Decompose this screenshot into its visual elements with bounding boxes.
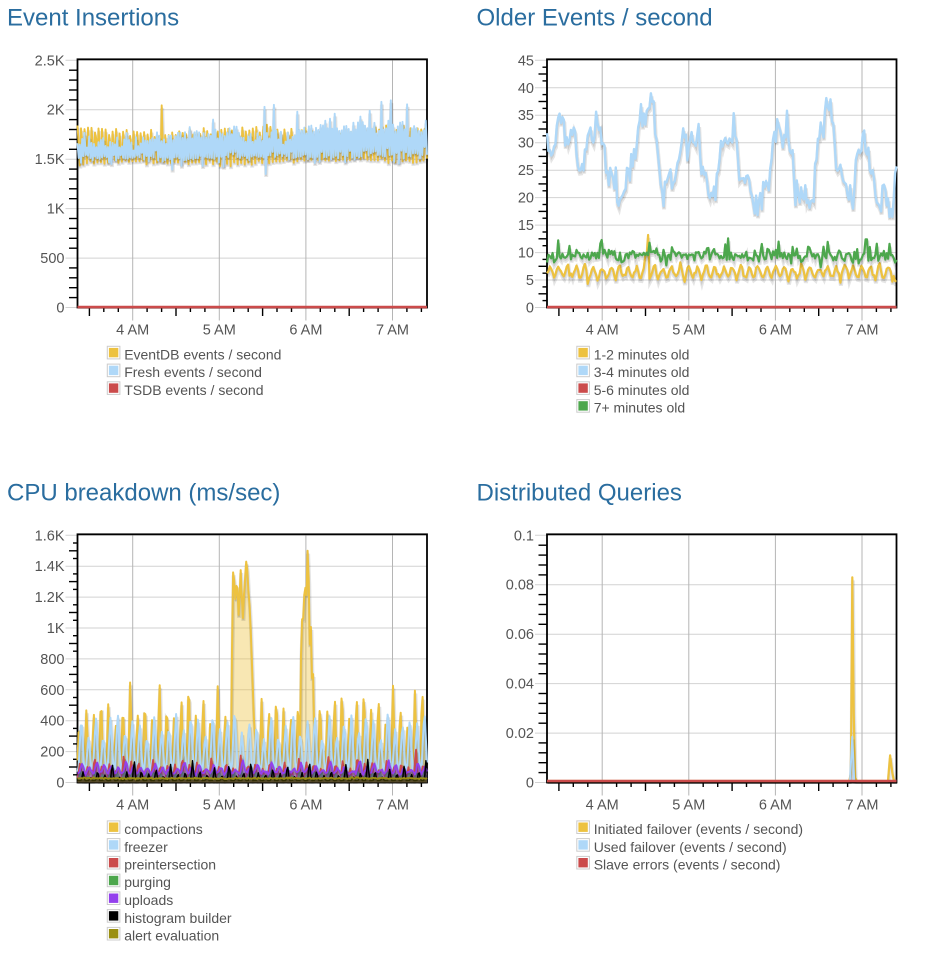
svg-text:Event Insertions: Event Insertions [7, 4, 179, 31]
svg-text:40: 40 [518, 81, 534, 97]
svg-text:5 AM: 5 AM [672, 323, 705, 339]
svg-text:5 AM: 5 AM [203, 798, 236, 814]
svg-text:CPU breakdown (ms/sec): CPU breakdown (ms/sec) [7, 479, 280, 506]
svg-text:Used failover (events / second: Used failover (events / second) [594, 839, 787, 855]
svg-text:0.06: 0.06 [506, 627, 534, 643]
svg-text:7 AM: 7 AM [845, 323, 878, 339]
svg-text:2.5K: 2.5K [35, 53, 65, 69]
svg-text:25: 25 [518, 163, 534, 179]
svg-text:preintersection: preintersection [124, 857, 216, 873]
svg-text:1.5K: 1.5K [35, 152, 65, 168]
svg-text:4 AM: 4 AM [116, 798, 149, 814]
svg-text:0: 0 [56, 301, 64, 317]
svg-text:5-6 minutes old: 5-6 minutes old [594, 382, 690, 398]
svg-text:800: 800 [40, 652, 64, 668]
svg-text:5 AM: 5 AM [672, 798, 705, 814]
svg-text:0.1: 0.1 [514, 528, 534, 544]
svg-text:30: 30 [518, 136, 534, 152]
svg-text:0.08: 0.08 [506, 578, 534, 594]
svg-text:Fresh events / second: Fresh events / second [124, 364, 262, 380]
svg-text:1.4K: 1.4K [35, 559, 65, 575]
svg-text:6 AM: 6 AM [289, 323, 322, 339]
svg-text:compactions: compactions [124, 821, 203, 837]
svg-text:TSDB events / second: TSDB events / second [124, 382, 263, 398]
svg-text:Initiated failover (events / s: Initiated failover (events / second) [594, 821, 803, 837]
svg-text:10: 10 [518, 246, 534, 262]
svg-text:freezer: freezer [124, 839, 168, 855]
svg-text:1-2 minutes old: 1-2 minutes old [594, 346, 690, 362]
svg-text:400: 400 [40, 714, 64, 730]
svg-text:5: 5 [526, 273, 534, 289]
svg-text:0: 0 [56, 776, 64, 792]
svg-text:200: 200 [40, 745, 64, 761]
svg-text:600: 600 [40, 683, 64, 699]
svg-text:4 AM: 4 AM [586, 798, 619, 814]
svg-text:45: 45 [518, 53, 534, 69]
svg-text:alert evaluation: alert evaluation [124, 928, 219, 944]
svg-text:3-4 minutes old: 3-4 minutes old [594, 364, 690, 380]
svg-text:1K: 1K [47, 202, 65, 218]
svg-text:Older Events / second: Older Events / second [477, 4, 713, 31]
svg-text:500: 500 [40, 251, 64, 267]
svg-text:4 AM: 4 AM [586, 323, 619, 339]
svg-text:35: 35 [518, 108, 534, 124]
svg-text:Distributed Queries: Distributed Queries [477, 479, 682, 506]
svg-text:0.02: 0.02 [506, 726, 534, 742]
svg-text:1.2K: 1.2K [35, 590, 65, 606]
svg-text:6 AM: 6 AM [289, 798, 322, 814]
svg-text:20: 20 [518, 191, 534, 207]
svg-text:7 AM: 7 AM [845, 798, 878, 814]
svg-text:Slave errors (events / second): Slave errors (events / second) [594, 857, 781, 873]
svg-text:EventDB events / second: EventDB events / second [124, 346, 281, 362]
svg-text:uploads: uploads [124, 892, 173, 908]
svg-text:1K: 1K [47, 621, 65, 637]
svg-text:6 AM: 6 AM [759, 798, 792, 814]
svg-text:7 AM: 7 AM [376, 323, 409, 339]
svg-text:histogram builder: histogram builder [124, 910, 232, 926]
svg-text:7+ minutes old: 7+ minutes old [594, 400, 685, 416]
svg-text:2K: 2K [47, 103, 65, 119]
svg-text:0.04: 0.04 [506, 677, 534, 693]
svg-text:4 AM: 4 AM [116, 323, 149, 339]
svg-text:purging: purging [124, 874, 171, 890]
svg-text:1.6K: 1.6K [35, 528, 65, 544]
svg-text:0: 0 [526, 301, 534, 317]
svg-text:7 AM: 7 AM [376, 798, 409, 814]
svg-text:5 AM: 5 AM [203, 323, 236, 339]
svg-text:6 AM: 6 AM [759, 323, 792, 339]
svg-text:15: 15 [518, 218, 534, 234]
svg-text:0: 0 [526, 776, 534, 792]
